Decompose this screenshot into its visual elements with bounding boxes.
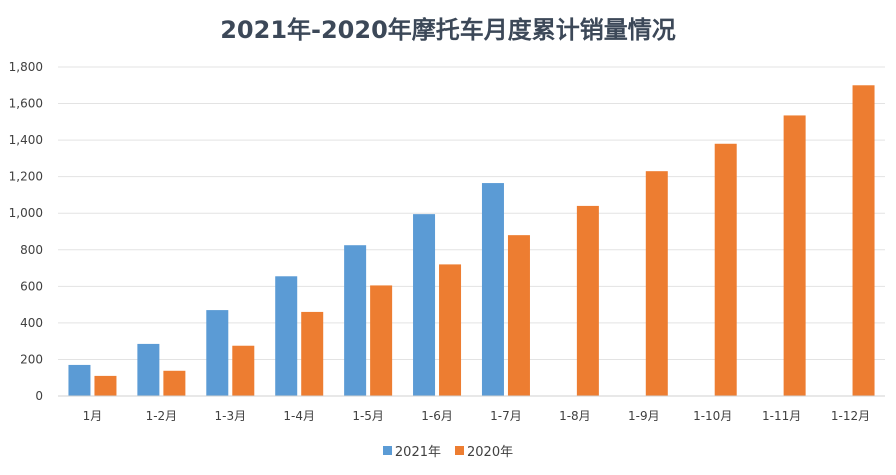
y-tick-label: 1,600 (9, 97, 43, 111)
legend: 2021年 2020年 (0, 441, 896, 460)
legend-label: 2021年 (394, 445, 441, 460)
bars (68, 85, 875, 397)
gridlines (58, 66, 885, 360)
y-tick-label: 1,200 (9, 170, 43, 184)
bar-series-2 (439, 264, 462, 396)
bar-series-2 (301, 311, 324, 396)
y-axis-ticks: 0 200 400 600 800 1,000 1,200 1,400 1,600 1,800 (9, 60, 43, 403)
bar-series-2 (94, 375, 117, 396)
x-tick-label: 1-7月 (490, 409, 522, 423)
y-tick-label: 200 (20, 352, 43, 366)
chart-title: 2021年-2020年摩托车月度累计销量情况 (220, 16, 676, 44)
bar-series-2 (507, 235, 530, 396)
bar-series-1 (137, 343, 160, 396)
bar-series-2 (576, 205, 599, 396)
bar-series-2 (714, 143, 737, 396)
x-tick-label: 1-3月 (214, 409, 246, 423)
bar-series-1 (275, 276, 298, 396)
bar-series-1 (68, 364, 91, 396)
y-tick-label: 400 (20, 316, 43, 330)
x-tick-label: 1-10月 (693, 409, 732, 423)
y-tick-label: 600 (20, 279, 43, 293)
x-tick-label: 1-11月 (762, 409, 801, 423)
bar-series-1 (413, 214, 436, 396)
legend-item: 2021年 (382, 441, 441, 460)
x-tick-label: 1-9月 (628, 409, 660, 423)
x-axis-ticks: 1月 1-2月 1-3月 1-4月 1-5月 1-6月 1-7月 1-8月 1-9月 1-10月 1… (83, 409, 871, 423)
y-tick-label: 800 (20, 243, 43, 257)
bar-series-2 (645, 171, 668, 396)
bar-series-1 (344, 245, 367, 396)
x-tick-label: 1-12月 (831, 409, 870, 423)
bar-series-1 (206, 310, 229, 396)
legend-item: 2020年 (455, 441, 513, 460)
x-tick-label: 1-8月 (559, 409, 591, 423)
y-tick-label: 0 (35, 389, 43, 403)
bar-series-2 (852, 85, 875, 397)
x-tick-label: 1-2月 (146, 409, 178, 423)
legend-label: 2020年 (467, 445, 514, 460)
bar-series-2 (232, 345, 255, 396)
bar-series-2 (370, 285, 393, 396)
x-tick-label: 1-5月 (352, 409, 384, 423)
y-tick-label: 1,000 (9, 206, 43, 220)
bar-series-2 (163, 370, 186, 396)
bar-series-2 (783, 115, 806, 397)
legend-swatch (455, 446, 464, 455)
y-tick-label: 1,400 (9, 133, 43, 147)
x-tick-label: 1月 (83, 409, 103, 423)
x-tick-label: 1-6月 (421, 409, 453, 423)
bar-series-1 (481, 183, 504, 396)
legend-swatch (382, 446, 392, 455)
x-tick-label: 1-4月 (283, 409, 315, 423)
y-tick-label: 1,800 (9, 60, 43, 74)
